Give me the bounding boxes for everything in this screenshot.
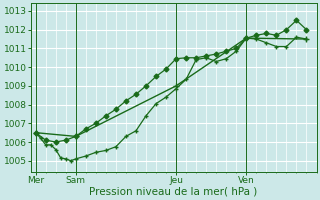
X-axis label: Pression niveau de la mer( hPa ): Pression niveau de la mer( hPa ) (90, 187, 258, 197)
